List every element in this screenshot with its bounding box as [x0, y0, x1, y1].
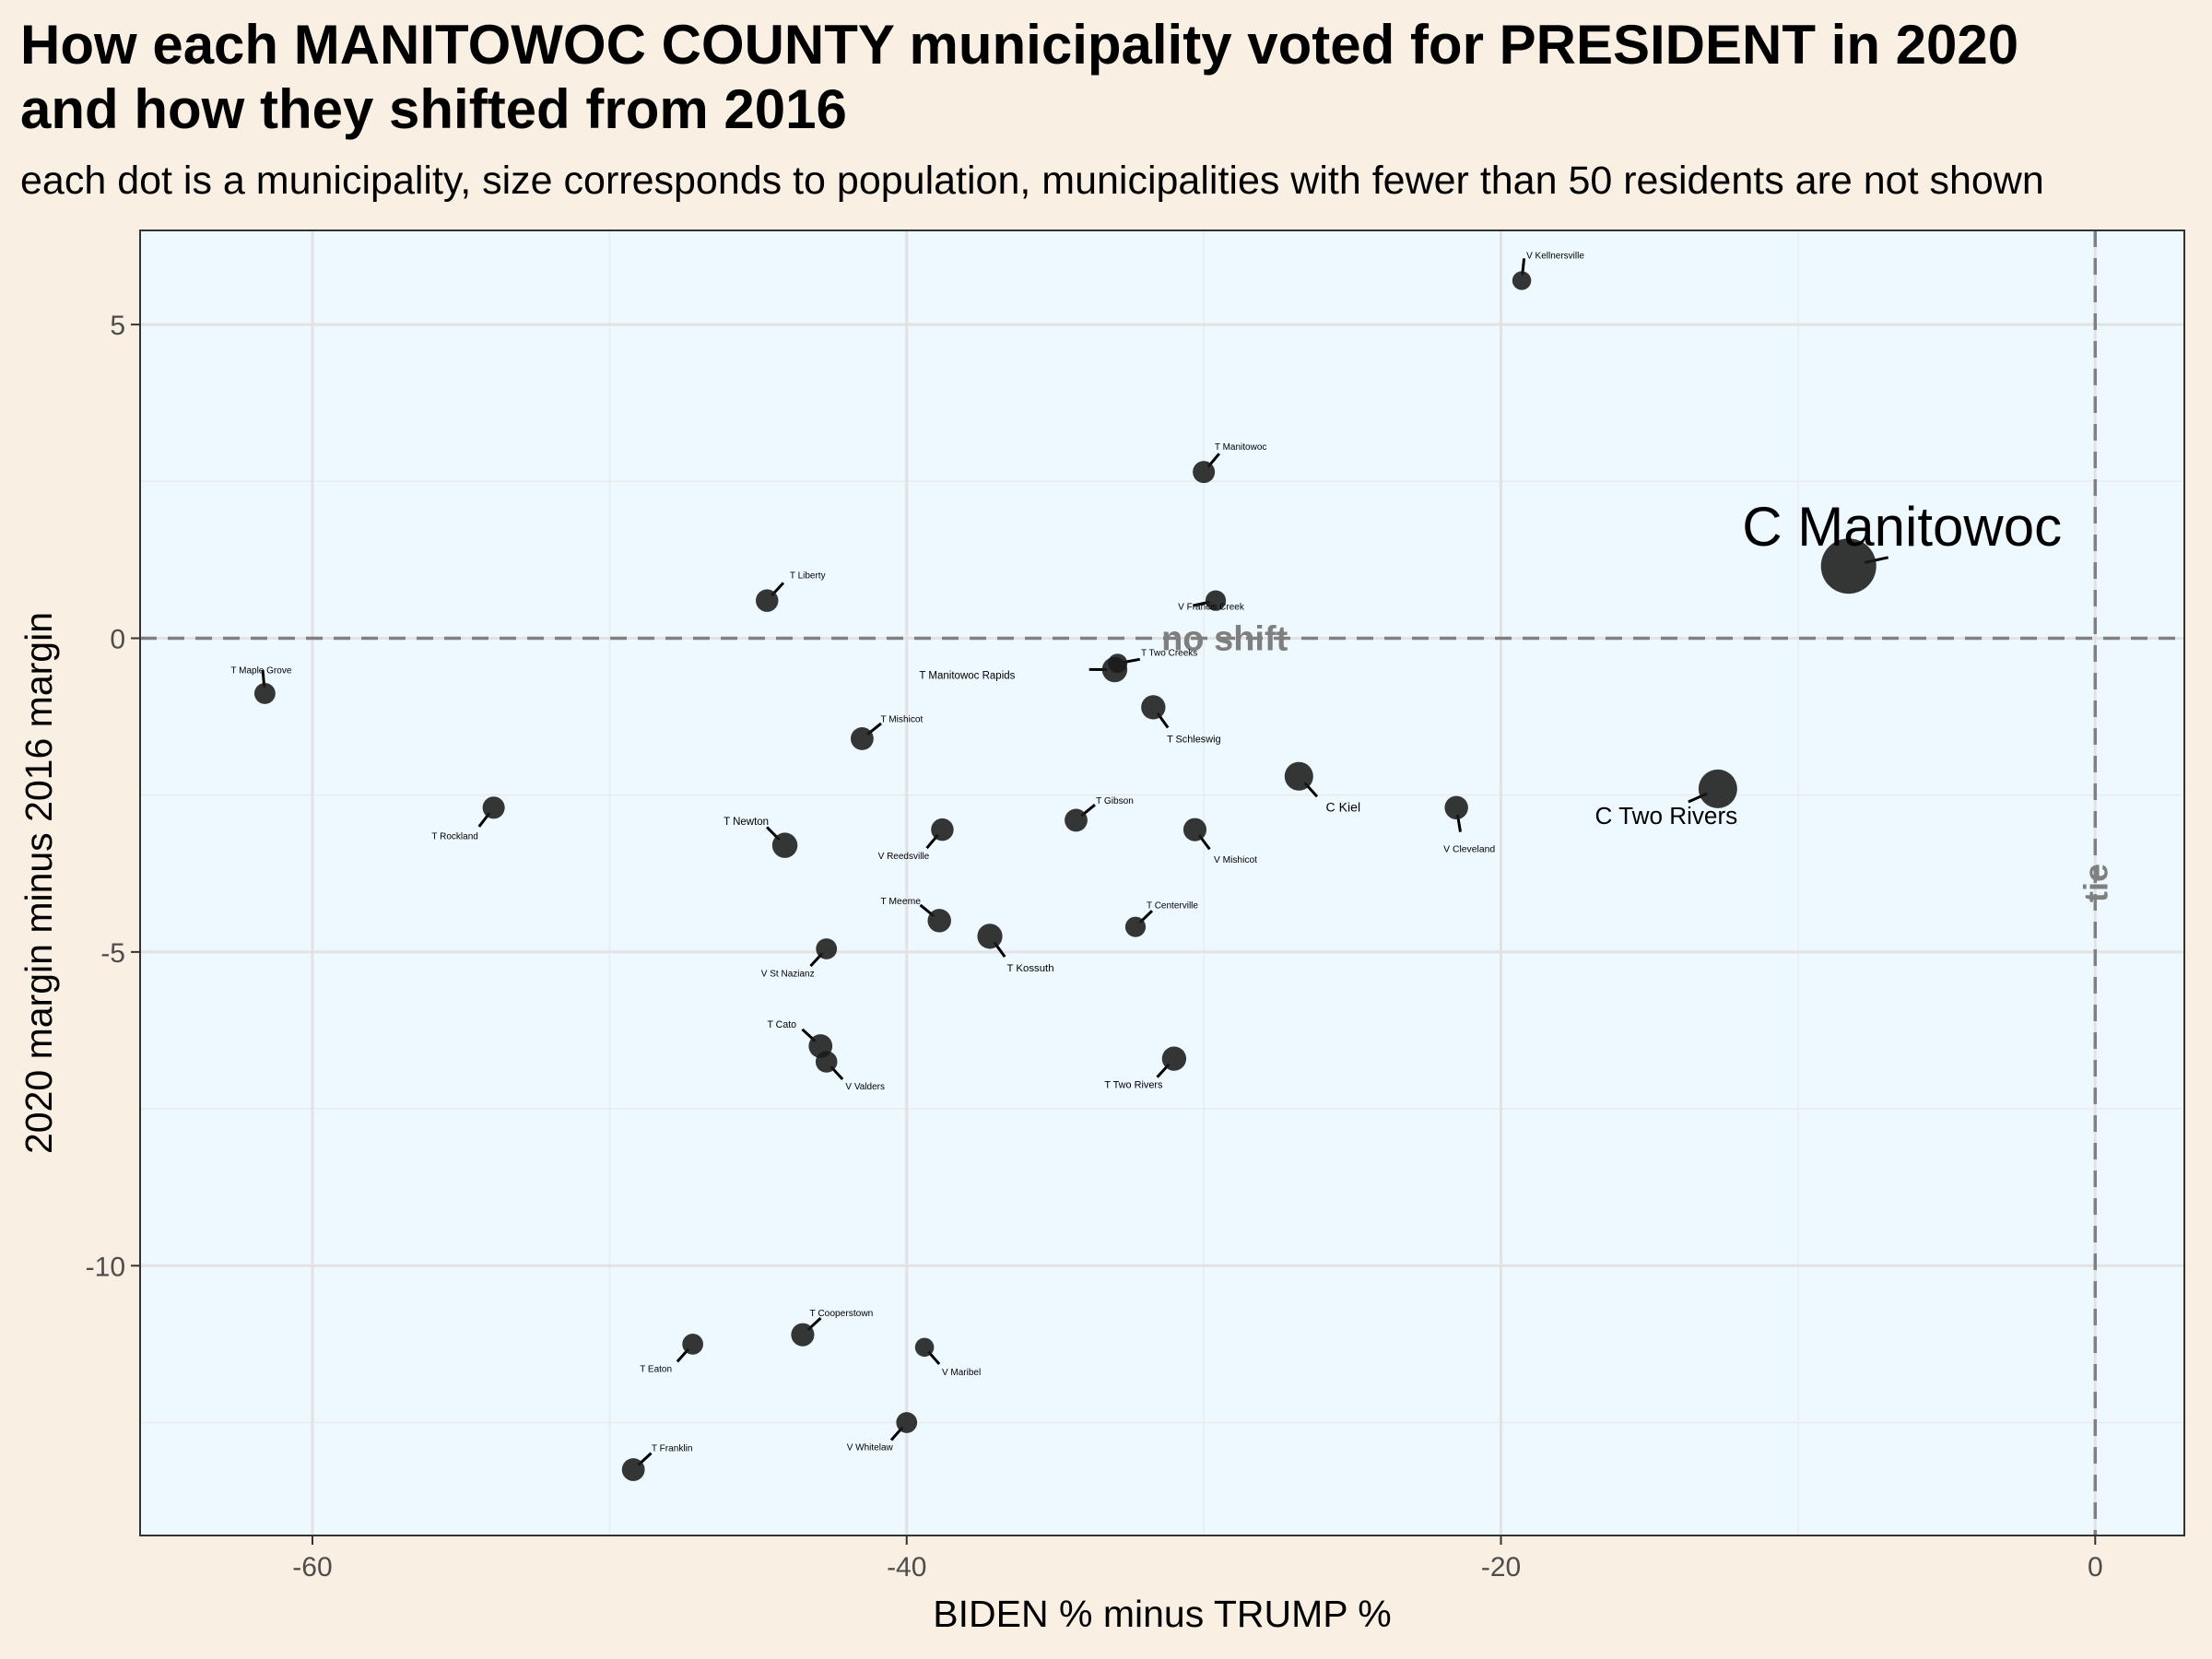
label-t-cooperstown: T Cooperstown	[809, 1309, 873, 1319]
label-t-two-creeks: T Two Creeks	[1141, 649, 1197, 659]
reference-lines: no shift tie	[140, 230, 2184, 1535]
label-t-franklin: T Franklin	[652, 1444, 693, 1454]
label-v-reedsville: V Reedsville	[878, 852, 930, 862]
label-c-two-rivers: C Two Rivers	[1595, 802, 1738, 830]
point-v-whitelaw	[896, 1412, 918, 1433]
point-v-st-nazianz	[816, 938, 838, 959]
point-v-reedsville	[931, 818, 954, 841]
point-v-cleveland	[1444, 795, 1468, 820]
data-points	[253, 271, 1877, 1481]
y-axis-ticks: 5 0 -5 -10	[86, 311, 140, 1282]
label-v-maribel: V Maribel	[942, 1368, 981, 1378]
label-t-kossuth: T Kossuth	[1006, 963, 1053, 974]
point-t-rockland	[482, 796, 505, 819]
point-v-maribel	[914, 1337, 935, 1358]
label-t-maple-grove: T Maple Grove	[230, 665, 291, 676]
y-axis-title: 2020 margin minus 2016 margin	[18, 612, 60, 1154]
label-t-eaton: T Eaton	[640, 1364, 672, 1374]
label-v-st-nazianz: V St Nazianz	[761, 969, 815, 979]
label-t-two-rivers: T Two Rivers	[1104, 1080, 1163, 1091]
point-t-franklin	[621, 1458, 645, 1481]
x-axis-ticks: -60 -40 -20 0	[292, 1535, 2103, 1583]
label-v-whitelaw: V Whitelaw	[847, 1442, 894, 1453]
plot-panel-border	[139, 229, 2185, 1536]
label-t-rockland: T Rockland	[431, 831, 477, 841]
point-t-kossuth	[977, 924, 1003, 949]
data-labels: V Kellnersville T Manitowoc C Manitowoc T L…	[230, 251, 2062, 1453]
point-c-two-rivers	[1698, 769, 1737, 808]
x-tick-label: -20	[1481, 1552, 1521, 1583]
label-v-francis-creek: V Francis Creek	[1178, 603, 1245, 613]
label-t-gibson: T Gibson	[1096, 796, 1134, 806]
label-v-mishicot: V Mishicot	[1214, 855, 1257, 865]
y-tick-label: -5	[100, 938, 125, 969]
grid-minor	[140, 230, 2184, 1535]
point-t-newton	[771, 832, 798, 858]
point-v-francis-creek	[1205, 590, 1227, 611]
label-t-cato: T Cato	[767, 1019, 796, 1030]
label-v-valders: V Valders	[845, 1082, 885, 1092]
label-t-newton: T Newton	[724, 817, 769, 828]
point-t-manitowoc-rapids	[1101, 656, 1128, 683]
point-v-kellnersville	[1512, 271, 1532, 290]
point-c-kiel	[1284, 761, 1313, 791]
label-t-manitowoc: T Manitowoc	[1215, 442, 1267, 453]
x-axis-title: BIDEN % minus TRUMP %	[933, 1593, 1391, 1635]
chart-title-line-1: How each MANITOWOC COUNTY municipality v…	[20, 14, 2019, 76]
chart-title: How each MANITOWOC COUNTY municipality v…	[20, 13, 2018, 142]
point-t-two-rivers	[1161, 1046, 1187, 1071]
point-t-meeme	[927, 909, 951, 933]
point-t-cooperstown	[791, 1323, 815, 1347]
no-shift-label: no shift	[1161, 620, 1288, 659]
label-c-manitowoc: C Manitowoc	[1742, 496, 2062, 558]
label-t-manitowoc-rapids: T Manitowoc Rapids	[919, 671, 1015, 682]
point-t-liberty	[756, 589, 779, 612]
point-t-manitowoc	[1193, 461, 1216, 484]
label-t-meeme: T Meeme	[880, 897, 921, 907]
point-c-manitowoc	[1820, 538, 1877, 594]
point-t-eaton	[682, 1334, 703, 1355]
label-t-centerville: T Centerville	[1147, 901, 1198, 912]
tie-label: tie	[2077, 864, 2114, 902]
y-tick-label: 0	[110, 625, 125, 655]
point-v-mishicot	[1182, 818, 1207, 841]
x-tick-label: -40	[887, 1552, 926, 1583]
point-t-gibson	[1065, 808, 1088, 832]
y-tick-label: -10	[86, 1252, 125, 1282]
point-t-centerville	[1124, 916, 1147, 937]
label-t-mishicot: T Mishicot	[880, 714, 923, 724]
point-t-mishicot	[850, 727, 874, 750]
label-v-kellnersville: V Kellnersville	[1526, 251, 1584, 261]
label-t-schleswig: T Schleswig	[1167, 734, 1221, 745]
y-tick-label: 5	[110, 311, 125, 341]
label-t-liberty: T Liberty	[790, 571, 826, 582]
chart-subtitle: each dot is a municipality, size corresp…	[20, 159, 2044, 203]
point-v-valders	[815, 1051, 838, 1073]
plot-panel	[139, 229, 2185, 1536]
chart-title-line-2: and how they shifted from 2016	[20, 78, 847, 140]
label-v-cleveland: V Cleveland	[1443, 844, 1495, 854]
x-tick-label: -60	[292, 1552, 332, 1583]
label-c-kiel: C Kiel	[1325, 799, 1360, 814]
x-tick-label: 0	[2088, 1552, 2103, 1583]
point-t-maple-grove	[253, 682, 276, 704]
point-t-schleswig	[1141, 695, 1166, 720]
